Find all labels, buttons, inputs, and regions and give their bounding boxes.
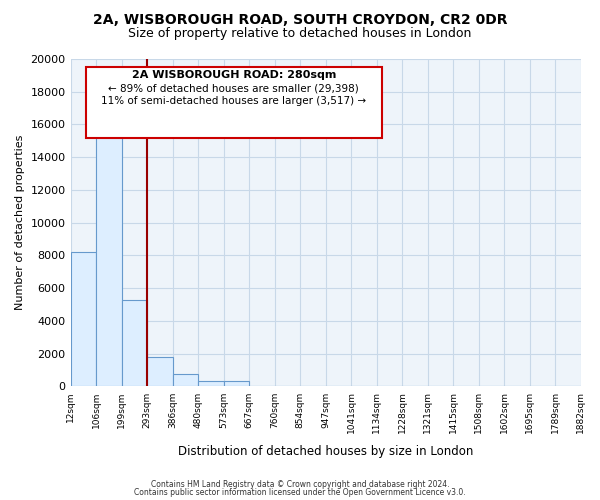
Text: 2A, WISBOROUGH ROAD, SOUTH CROYDON, CR2 0DR: 2A, WISBOROUGH ROAD, SOUTH CROYDON, CR2 … <box>93 12 507 26</box>
Bar <box>147 357 173 386</box>
Bar <box>224 380 249 386</box>
Text: ← 89% of detached houses are smaller (29,398): ← 89% of detached houses are smaller (29… <box>109 84 359 94</box>
X-axis label: Distribution of detached houses by size in London: Distribution of detached houses by size … <box>178 444 473 458</box>
Text: Size of property relative to detached houses in London: Size of property relative to detached ho… <box>128 28 472 40</box>
Text: Contains HM Land Registry data © Crown copyright and database right 2024.: Contains HM Land Registry data © Crown c… <box>151 480 449 489</box>
Bar <box>198 382 224 386</box>
Bar <box>173 374 198 386</box>
Y-axis label: Number of detached properties: Number of detached properties <box>15 135 25 310</box>
Text: Contains public sector information licensed under the Open Government Licence v3: Contains public sector information licen… <box>134 488 466 497</box>
Text: 2A WISBOROUGH ROAD: 280sqm: 2A WISBOROUGH ROAD: 280sqm <box>131 70 336 81</box>
FancyBboxPatch shape <box>86 67 382 138</box>
Text: 11% of semi-detached houses are larger (3,517) →: 11% of semi-detached houses are larger (… <box>101 96 366 106</box>
Bar <box>96 116 122 386</box>
Bar <box>122 300 147 386</box>
Bar <box>71 252 96 386</box>
